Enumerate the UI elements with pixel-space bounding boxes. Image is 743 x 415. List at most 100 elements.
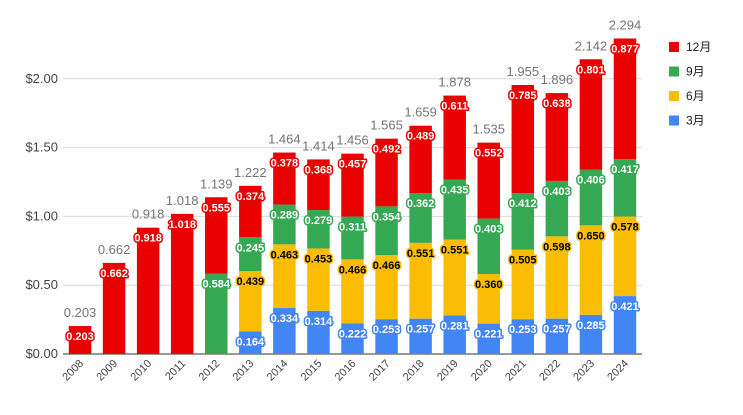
- segment-value-label: 0.360: [475, 279, 503, 291]
- legend-label: 3月: [686, 114, 705, 128]
- legend: 12月 9月 6月 3月: [669, 40, 711, 128]
- bar-segment: [511, 319, 535, 354]
- bar-segment: [307, 248, 330, 311]
- segment-value-label: 0.439: [237, 276, 265, 288]
- segment-value-label: 0.281: [441, 320, 469, 332]
- bar-segment: [273, 244, 296, 309]
- x-tick-label: 2010: [128, 358, 154, 384]
- segment-value-label: 0.253: [509, 324, 537, 336]
- bar-segment: [613, 38, 637, 160]
- y-axis-ticks: $0.00 $0.50 $1.00 $1.50 $2.00: [25, 71, 58, 361]
- bar-segment: [273, 152, 296, 205]
- y-tick-label: $0.00: [25, 346, 58, 361]
- y-tick-label: $1.50: [25, 140, 58, 155]
- bar-segment: [273, 308, 296, 354]
- segment-value-label: 0.489: [407, 131, 435, 143]
- segment-value-label: 0.334: [271, 313, 299, 325]
- bar-segment: [477, 274, 500, 324]
- bar-segment: [545, 93, 569, 181]
- segment-value-label: 0.164: [237, 336, 265, 348]
- segment-value-label: 0.289: [271, 210, 299, 222]
- total-value-label: 1.535: [472, 122, 505, 137]
- bar-segment: [375, 138, 398, 207]
- total-value-label: 1.878: [438, 75, 471, 90]
- total-value-label: 1.896: [541, 72, 574, 87]
- segment-value-label: 0.466: [339, 264, 367, 276]
- bar-segment: [273, 204, 296, 245]
- bar-segment: [579, 59, 603, 170]
- bar-segment: [477, 218, 500, 275]
- bar-segment: [409, 318, 432, 354]
- total-value-label: 1.456: [336, 133, 369, 148]
- segment-value-label: 0.492: [373, 144, 401, 156]
- segment-value-label: 0.662: [100, 268, 128, 280]
- bar-segment: [239, 331, 262, 354]
- bar-segment: [239, 271, 262, 332]
- bar-segment: [307, 159, 330, 211]
- segment-value-label: 0.362: [407, 198, 435, 210]
- total-value-label: 2.294: [609, 17, 642, 32]
- segment-value-label: 0.378: [271, 158, 299, 170]
- bar-segment: [613, 296, 637, 354]
- legend-label: 12月: [686, 40, 711, 54]
- total-value-label: 1.139: [200, 176, 233, 191]
- segment-value-label: 0.403: [543, 186, 571, 198]
- bar-segment: [443, 239, 466, 316]
- bar-segment: [239, 185, 262, 238]
- segment-value-label: 0.221: [475, 329, 503, 341]
- total-value-label: 0.203: [64, 305, 97, 320]
- segment-value-label: 0.279: [305, 215, 333, 227]
- segment-value-label: 0.638: [543, 98, 571, 110]
- segment-value-label: 0.417: [611, 164, 639, 176]
- segment-labels: 0.2030.6620.9181.0180.5840.5550.1640.439…: [65, 42, 640, 350]
- segment-value-label: 0.463: [271, 249, 299, 261]
- legend-swatch: [669, 66, 679, 77]
- segment-value-label: 0.368: [305, 164, 333, 176]
- bar-segment: [511, 84, 535, 194]
- x-tick-label: 2024: [605, 358, 631, 384]
- bar-segment: [409, 193, 432, 243]
- bar-segment: [511, 193, 535, 250]
- x-tick-label: 2009: [94, 358, 120, 384]
- total-value-label: 1.222: [234, 165, 267, 180]
- segment-value-label: 0.457: [339, 159, 367, 171]
- legend-swatch: [669, 91, 679, 101]
- segment-value-label: 0.551: [407, 248, 435, 260]
- segment-value-label: 0.222: [339, 328, 367, 340]
- total-value-label: 0.662: [98, 242, 131, 257]
- bar-segment: [545, 318, 569, 354]
- bar-segment: [409, 125, 432, 194]
- x-tick-label: 2022: [537, 358, 563, 384]
- bar-segment: [511, 249, 535, 320]
- x-tick-label: 2008: [60, 358, 86, 384]
- bar-segment: [341, 216, 364, 260]
- legend-swatch: [669, 42, 679, 52]
- bar-segment: [375, 206, 398, 256]
- bar-segment: [545, 236, 569, 319]
- x-tick-label: 2018: [401, 358, 427, 384]
- bar-segment: [307, 310, 330, 354]
- bar-segment: [102, 262, 126, 354]
- x-tick-label: 2020: [469, 358, 495, 384]
- bar-segment: [477, 142, 500, 219]
- bar-segment: [443, 315, 466, 354]
- bar-segment: [477, 323, 500, 354]
- segment-value-label: 0.785: [509, 90, 537, 102]
- segment-value-label: 0.435: [441, 185, 469, 197]
- bar-segment: [579, 225, 603, 315]
- legend-label: 6月: [686, 89, 705, 103]
- y-tick-label: $0.50: [25, 277, 58, 292]
- segment-value-label: 0.412: [509, 198, 537, 210]
- bar-segment: [545, 180, 569, 237]
- segment-value-label: 0.421: [611, 301, 639, 313]
- legend-swatch: [669, 115, 679, 126]
- segment-value-label: 0.801: [577, 64, 605, 76]
- bar-segment: [205, 273, 228, 354]
- bar-segment: [375, 255, 398, 320]
- segment-value-label: 0.877: [611, 43, 639, 55]
- segment-value-label: 0.551: [441, 245, 469, 257]
- segment-value-label: 0.285: [577, 320, 605, 332]
- x-tick-label: 2016: [333, 358, 359, 384]
